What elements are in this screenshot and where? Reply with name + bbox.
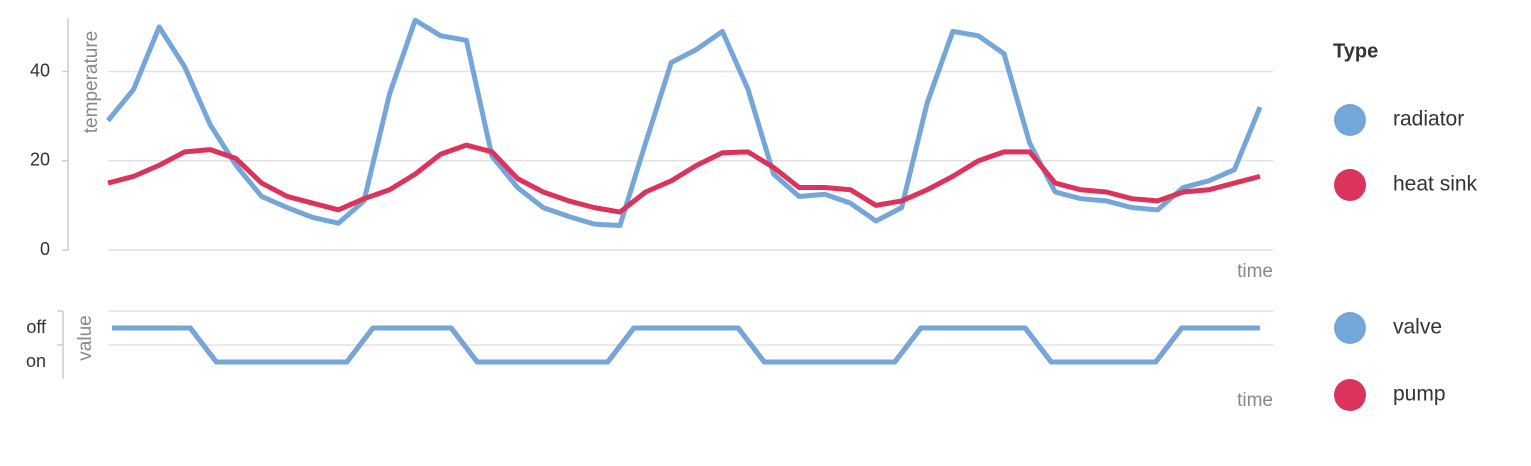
legend-swatch <box>1334 169 1366 201</box>
legend-label: radiator <box>1393 108 1464 131</box>
legend-swatch <box>1334 379 1366 411</box>
x-axis-title: time <box>1237 261 1273 282</box>
legend-label: valve <box>1393 316 1442 339</box>
y-tick-label: 0 <box>40 239 50 259</box>
y-tick-label: 40 <box>30 60 50 80</box>
y-axis-title: temperature <box>81 31 102 133</box>
line <box>112 325 1260 365</box>
y-tick-label: on <box>26 351 46 371</box>
legend-label: pump <box>1393 383 1446 406</box>
legend-label: heat sink <box>1393 173 1478 196</box>
line <box>106 17 1263 228</box>
y-tick-label: 20 <box>30 150 50 170</box>
legend-swatch <box>1334 104 1366 136</box>
legend-swatch <box>1334 312 1366 344</box>
y-tick-label: off <box>26 317 47 337</box>
x-axis-title: time <box>1237 390 1273 411</box>
legend-title: Type <box>1333 40 1378 62</box>
y-axis-title: value <box>75 315 96 360</box>
line <box>107 142 1261 215</box>
